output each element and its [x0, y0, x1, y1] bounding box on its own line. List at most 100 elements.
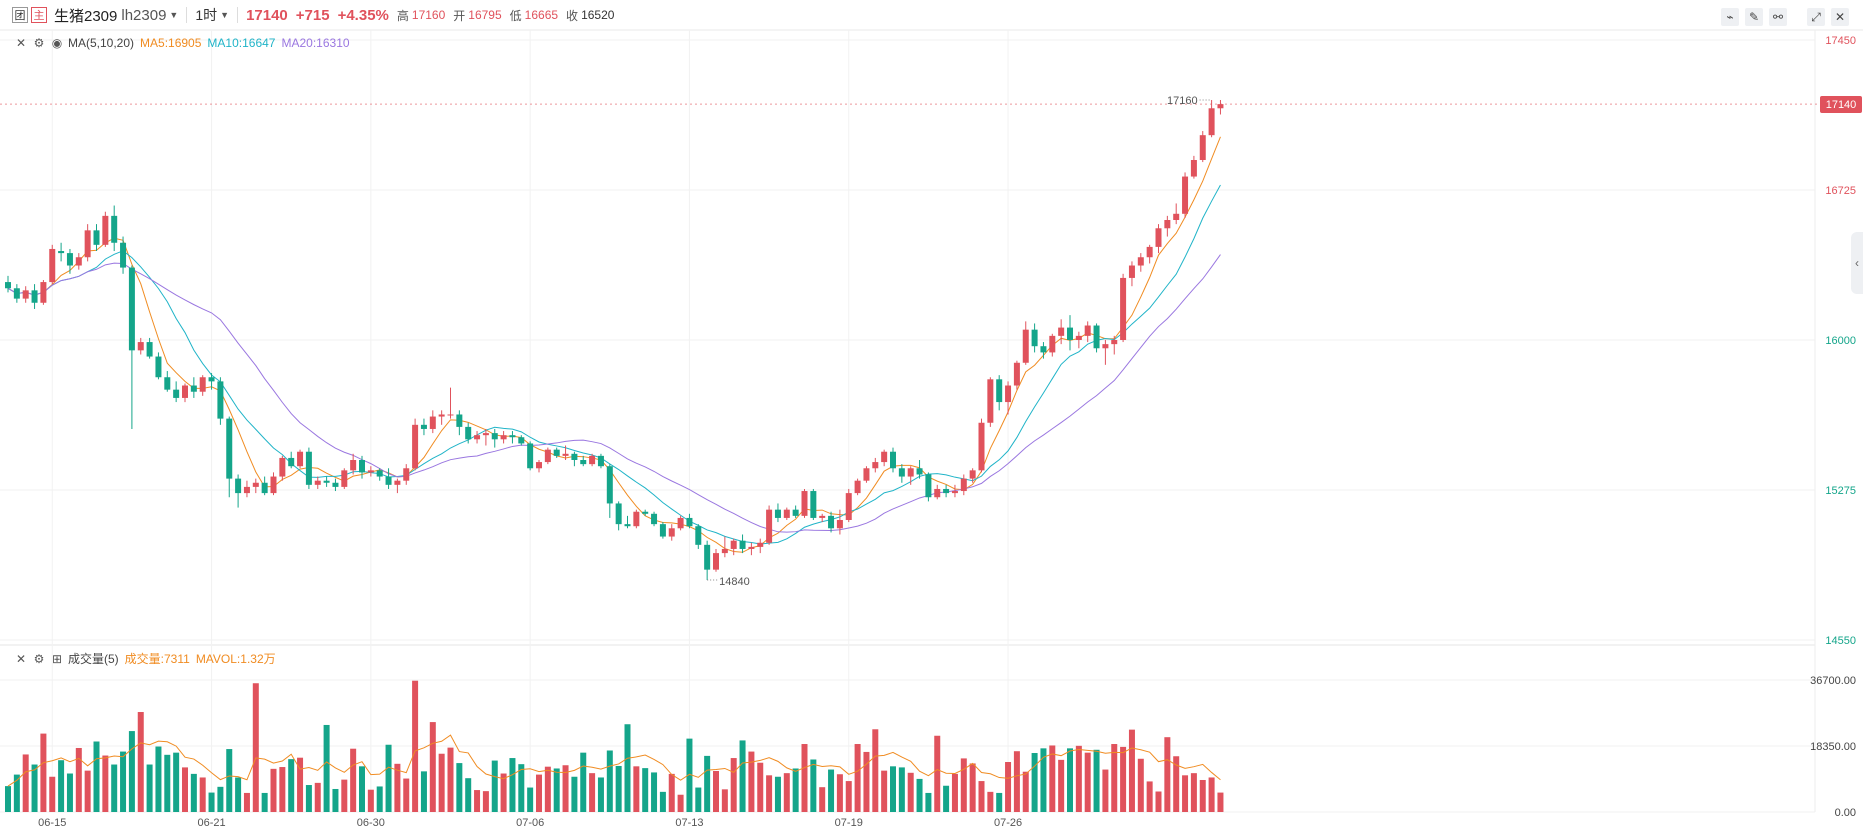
- mavol-line: [7, 734, 1221, 787]
- candle-body: [668, 528, 675, 537]
- close-icon[interactable]: ✕: [15, 651, 27, 666]
- volume-bar: [226, 749, 233, 812]
- chevron-down-icon[interactable]: ▼: [169, 10, 179, 20]
- time-tick-label: 07-06: [516, 817, 544, 829]
- candle-body: [137, 342, 144, 351]
- volume-bar: [182, 767, 188, 812]
- candle-body: [429, 416, 436, 429]
- instrument-code[interactable]: lh2309: [121, 6, 167, 24]
- volume-bar: [137, 712, 144, 812]
- volume-bar: [553, 768, 560, 812]
- volume-bar: [1164, 737, 1171, 812]
- volume-bar: [1128, 729, 1135, 812]
- fullscreen-icon[interactable]: ⤢: [1807, 8, 1825, 26]
- settings-icon[interactable]: ⚙: [33, 651, 45, 666]
- ma-legend: ✕ ⚙ ◉ MA(5,10,20) MA5:16905 MA10:16647 M…: [14, 36, 356, 50]
- candle-body: [350, 460, 357, 471]
- volume-bar: [49, 776, 56, 812]
- pen-icon[interactable]: ✎: [1745, 8, 1763, 26]
- settings-icon[interactable]: ⚙: [33, 36, 45, 50]
- candle-body: [5, 282, 11, 289]
- candle-body: [155, 356, 162, 378]
- close-icon[interactable]: ✕: [15, 36, 27, 50]
- trend-line-icon[interactable]: ⌁: [1721, 8, 1739, 26]
- volume-bar: [969, 763, 976, 812]
- volume-bar: [1182, 775, 1189, 812]
- volume-bar: [208, 792, 215, 812]
- volume-bar: [642, 768, 649, 812]
- volume-bar: [22, 754, 29, 812]
- volume-bar: [1173, 756, 1180, 812]
- candle-body: [642, 511, 649, 514]
- period-chevron-down-icon[interactable]: ▼: [220, 10, 230, 20]
- volume-bar: [739, 740, 746, 812]
- mavol-value: MAVOL:1.32万: [195, 652, 276, 666]
- volume-bar: [562, 765, 569, 812]
- volume-bar: [456, 763, 463, 812]
- volume-bar: [1199, 779, 1206, 812]
- last-price-tag: 17140: [1820, 96, 1862, 114]
- volume-value: 成交量:7311: [124, 652, 190, 666]
- volume-bar: [403, 778, 410, 812]
- close-icon[interactable]: ✕: [1831, 8, 1849, 26]
- candle-body: [323, 480, 330, 483]
- candle-body: [226, 418, 233, 479]
- volume-bar: [792, 768, 799, 812]
- candle-body: [111, 215, 118, 243]
- candle-body: [482, 433, 489, 436]
- candle-body: [376, 470, 383, 477]
- candle-body: [438, 414, 445, 417]
- candle-body: [305, 451, 312, 485]
- volume-bar: [1190, 773, 1197, 812]
- candle-body: [1190, 160, 1197, 177]
- candle-body: [288, 457, 295, 467]
- candle-body: [1164, 220, 1171, 229]
- candle-body: [845, 493, 852, 520]
- volume-bar: [465, 778, 472, 812]
- volume-bar: [934, 735, 941, 812]
- period-select[interactable]: 1时: [195, 7, 218, 23]
- volume-bar: [1102, 769, 1109, 812]
- candle-body: [1005, 385, 1012, 403]
- candle-body: [597, 455, 604, 467]
- candle-body: [456, 414, 463, 427]
- volume-bar: [943, 785, 950, 812]
- volume-bar: [102, 755, 109, 812]
- candle-body: [1022, 329, 1029, 363]
- volume-bar: [916, 778, 923, 812]
- candle-body: [836, 520, 843, 529]
- eye-icon[interactable]: ◉: [51, 36, 63, 50]
- instrument-name[interactable]: 生猪2309: [54, 7, 118, 25]
- volume-bar: [1067, 748, 1073, 812]
- candle-body: [394, 480, 401, 485]
- min-price-label: 14840: [719, 576, 750, 588]
- volume-bar: [84, 770, 91, 812]
- candle-body: [235, 478, 242, 494]
- volume-bar: [332, 788, 339, 812]
- high-label: 高: [396, 8, 409, 23]
- volume-ma-line: [7, 734, 1221, 787]
- link-icon[interactable]: ⚯: [1769, 8, 1787, 26]
- candle-body: [465, 426, 472, 440]
- candle-body: [739, 540, 746, 549]
- volume-bar: [615, 765, 622, 812]
- volume-bar: [429, 722, 436, 812]
- volume-legend-label: 成交量(5): [68, 652, 119, 666]
- group-icon[interactable]: 团: [12, 7, 28, 23]
- volume-bars: [5, 680, 1224, 812]
- candle-body: [1031, 329, 1038, 347]
- candle-body: [996, 379, 1003, 403]
- candle-body: [1173, 213, 1180, 220]
- volume-bar: [31, 764, 38, 812]
- candle-body: [252, 482, 259, 487]
- volume-bar: [164, 754, 171, 812]
- volume-bar: [482, 791, 489, 812]
- add-icon[interactable]: ⊞: [51, 651, 63, 666]
- volume-bar: [1049, 745, 1056, 812]
- volume-bar: [863, 751, 870, 812]
- candle-body: [571, 453, 578, 460]
- candle-body: [890, 451, 896, 469]
- collapse-panel-icon[interactable]: ‹: [1851, 232, 1863, 294]
- open-value: 16795: [468, 8, 502, 22]
